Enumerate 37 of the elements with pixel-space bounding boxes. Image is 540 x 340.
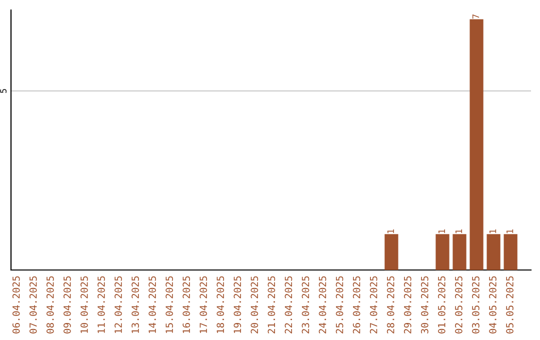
x-tick-label: 14.04.2025 — [148, 276, 156, 333]
data-label: 1 — [506, 229, 514, 234]
x-tick-label: 04.05.2025 — [489, 276, 496, 334]
x-tick-label: 07.04.2025 — [29, 276, 37, 334]
x-tick-label: 02.05.2025 — [455, 276, 462, 334]
x-tick-label: 17.04.2025 — [200, 276, 208, 333]
x-tick-label: 10.04.2025 — [80, 276, 88, 333]
data-label: 1 — [489, 229, 496, 234]
x-tick-label: 18.04.2025 — [216, 276, 224, 333]
x-tick-label: 13.04.2025 — [132, 276, 139, 333]
x-tick-label: 05.05.2025 — [506, 276, 514, 334]
x-tick-label: 30.04.2025 — [420, 276, 428, 334]
x-tick-label: 09.04.2025 — [64, 276, 71, 334]
data-label: 1 — [455, 229, 462, 234]
data-label: 1 — [438, 229, 446, 234]
x-tick-label: 29.04.2025 — [404, 276, 412, 334]
data-label: 7 — [472, 14, 480, 19]
x-tick-label: 21.04.2025 — [268, 276, 276, 334]
x-tick-label: 08.04.2025 — [46, 276, 54, 334]
x-tick-label: 23.04.2025 — [302, 276, 310, 334]
x-tick-label: 11.04.2025 — [98, 276, 105, 333]
x-tick-label: 01.05.2025 — [438, 276, 446, 334]
x-tick-label: 27.04.2025 — [370, 276, 378, 334]
x-tick-label: 16.04.2025 — [182, 276, 190, 333]
x-tick-label: 22.04.2025 — [284, 276, 292, 334]
x-tick-label: 03.05.2025 — [472, 276, 480, 334]
x-tick-label: 25.04.2025 — [336, 276, 344, 334]
x-tick-label: 28.04.2025 — [386, 276, 394, 334]
x-tick-label: 12.04.2025 — [114, 276, 122, 333]
ref-line-label: 5 — [0, 89, 6, 93]
x-tick-label: 15.04.2025 — [166, 276, 173, 333]
data-label: 1 — [387, 229, 394, 234]
x-tick-label: 26.04.2025 — [352, 276, 360, 334]
x-tick-label: 06.04.2025 — [12, 276, 20, 334]
x-tick-label: 20.04.2025 — [250, 276, 258, 334]
x-tick-label: 19.04.2025 — [234, 276, 242, 333]
x-tick-label: 24.04.2025 — [318, 276, 326, 334]
